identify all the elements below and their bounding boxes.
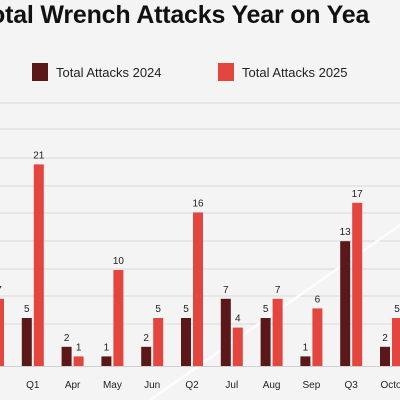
value-label-2025-May: 10 bbox=[113, 256, 125, 267]
legend-swatch-2025 bbox=[218, 63, 234, 81]
bar-2025-Sep bbox=[312, 308, 323, 366]
x-tick-label-Aug: Aug bbox=[263, 380, 281, 391]
value-label-2024-May: 1 bbox=[104, 342, 110, 353]
value-label-2025-Jun: 5 bbox=[155, 304, 161, 315]
bar-2024-Octo bbox=[380, 346, 390, 366]
legend-item-2025: Total Attacks 2025 bbox=[218, 63, 348, 81]
value-label-2025-Q3: 17 bbox=[352, 189, 364, 200]
bar-2025-Apr bbox=[73, 356, 84, 366]
bar-2024-Q2 bbox=[181, 318, 191, 366]
x-tick-label-Octo: Octo bbox=[380, 380, 400, 391]
bar-2025-Q2 bbox=[193, 212, 203, 366]
value-label-2024-Apr: 2 bbox=[64, 333, 70, 344]
bar-2025-Jun bbox=[153, 318, 164, 366]
value-label-2024-Jul: 7 bbox=[223, 285, 229, 296]
chart-title: otal Wrench Attacks Year on Yea bbox=[0, 1, 370, 29]
bar-2024-Q3 bbox=[340, 241, 351, 366]
x-tick-label-May: May bbox=[103, 380, 122, 391]
bar-2024-Sep bbox=[300, 356, 311, 366]
value-label-2024-Aug: 5 bbox=[263, 304, 269, 315]
value-label-2025-Apr: 1 bbox=[76, 342, 82, 353]
bar-2024-Aug bbox=[260, 318, 271, 366]
value-label-2025-first: 7 bbox=[0, 285, 2, 296]
bar-2025-Jul bbox=[232, 327, 243, 366]
bar-2024-May bbox=[101, 356, 112, 366]
bar-2025-May bbox=[113, 270, 124, 366]
x-tick-label-Sep: Sep bbox=[303, 380, 321, 391]
x-tick-label-Q3: Q3 bbox=[345, 380, 359, 391]
bar-2025-Q3 bbox=[352, 202, 363, 366]
bar-2024-Apr bbox=[61, 346, 72, 366]
bar-2025-Octo bbox=[392, 318, 400, 366]
value-label-2025-Q2: 16 bbox=[192, 198, 204, 209]
legend-swatch-2024 bbox=[32, 63, 48, 81]
bar-2025-first bbox=[0, 298, 4, 366]
bar-2025-Aug bbox=[272, 298, 283, 366]
x-tick-label-Jul: Jul bbox=[225, 380, 238, 391]
value-label-2024-Q1: 5 bbox=[24, 304, 30, 315]
bar-2024-Q1 bbox=[21, 318, 32, 366]
bar-2024-Jul bbox=[220, 298, 231, 366]
value-label-2025-Octo: 5 bbox=[394, 304, 400, 315]
bar-2025-Q1 bbox=[33, 164, 44, 366]
value-label-2025-Sep: 6 bbox=[315, 294, 321, 305]
x-tick-label-Q2: Q2 bbox=[185, 380, 199, 391]
bar-2024-Jun bbox=[141, 346, 152, 366]
value-label-2025-Aug: 7 bbox=[275, 285, 281, 296]
value-label-2024-Sep: 1 bbox=[303, 342, 309, 353]
x-tick-label-Apr: Apr bbox=[65, 380, 81, 391]
legend-label-2025: Total Attacks 2025 bbox=[242, 64, 348, 80]
value-label-2025-Jul: 4 bbox=[235, 314, 241, 325]
value-label-2024-Jun: 2 bbox=[143, 333, 149, 344]
x-tick-label-Q1: Q1 bbox=[26, 380, 40, 391]
value-label-2024-Octo: 2 bbox=[382, 333, 388, 344]
legend-label-2024: Total Attacks 2024 bbox=[56, 64, 162, 80]
value-label-2024-Q2: 5 bbox=[183, 304, 189, 315]
chart-legend: Total Attacks 2024 Total Attacks 2025 bbox=[0, 63, 400, 85]
x-tick-label-Jun: Jun bbox=[144, 380, 160, 391]
value-label-2024-Q3: 13 bbox=[340, 227, 352, 238]
value-label-2025-Q1: 21 bbox=[33, 150, 45, 161]
legend-item-2024: Total Attacks 2024 bbox=[32, 63, 162, 81]
